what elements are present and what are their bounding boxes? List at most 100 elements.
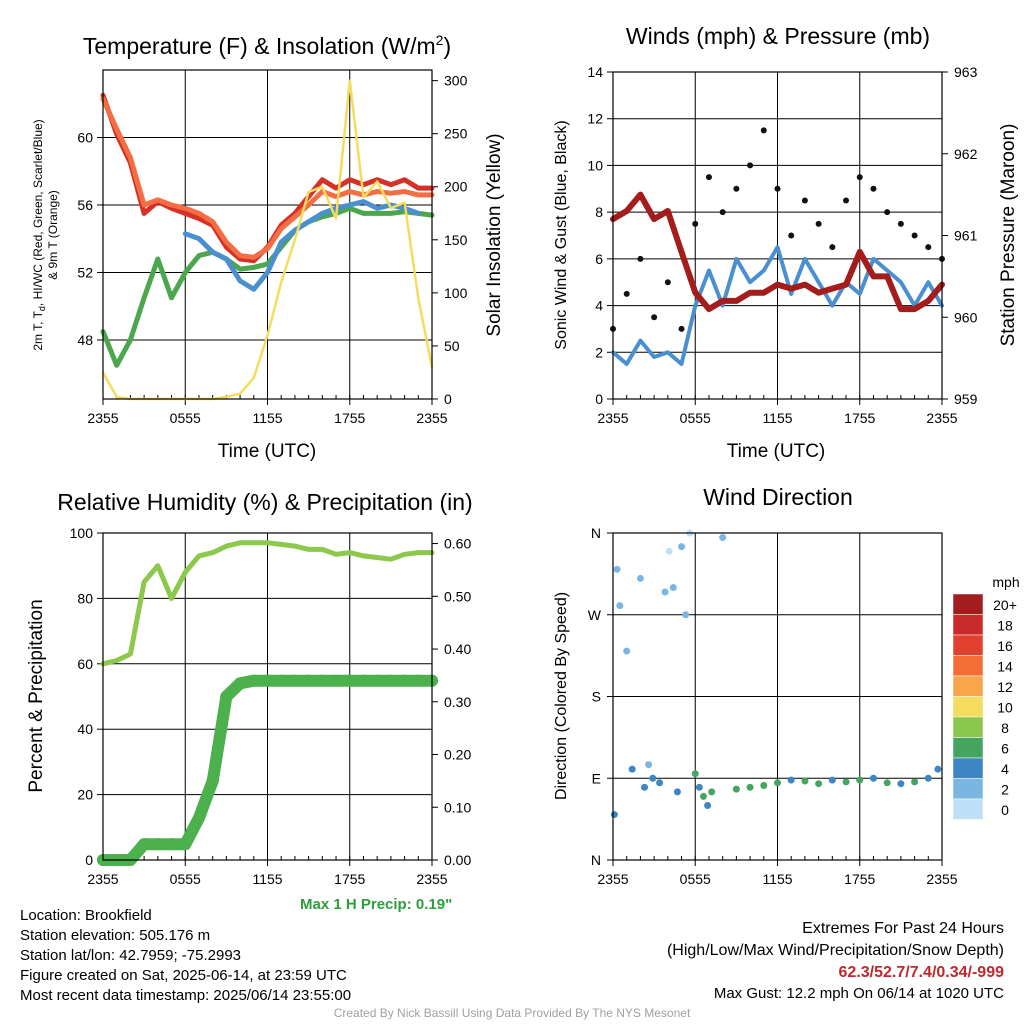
y-tick-label: 10 — [587, 157, 603, 173]
series-line-pressure — [610, 191, 945, 313]
colorbar-swatch — [952, 675, 984, 697]
x-tick-label: 2355 — [597, 410, 628, 426]
colorbar-label: 2 — [1001, 782, 1009, 798]
precip-point — [412, 674, 425, 687]
extremes-info: Extremes For Past 24 Hours (High/Low/Max… — [667, 918, 1004, 1004]
y2-tick-label: 0.00 — [444, 852, 471, 868]
max-gust: Max Gust: 12.2 mph On 06/14 at 1020 UTC — [713, 985, 1004, 1002]
direction-point — [828, 776, 836, 784]
y2-tick-label: 0.30 — [444, 694, 471, 710]
station-info: Location: Brookfield Station elevation: … — [20, 906, 351, 1006]
direction-point — [691, 770, 699, 778]
direction-point — [678, 543, 686, 551]
y-tick-label: 0 — [595, 391, 603, 407]
humidity-panel: Relative Humidity (%) & Precipitation (i… — [26, 489, 473, 887]
precip-point — [151, 838, 164, 851]
gust-point — [801, 197, 808, 204]
x-tick-label: 1755 — [334, 871, 365, 887]
y-tick-label: 6 — [595, 251, 603, 267]
wind-direction-plot-area: 2355 0555 1155 1755 2355 N W S E N — [588, 525, 958, 887]
x-tick-label: 1155 — [252, 410, 282, 426]
direction-point — [924, 774, 932, 782]
x-tick-label: 2355 — [597, 871, 628, 887]
y-tick-label: 40 — [77, 721, 93, 737]
direction-point — [760, 782, 768, 790]
direction-point — [897, 780, 905, 788]
gust-point — [843, 197, 850, 204]
precip-point — [138, 838, 151, 851]
direction-point — [911, 778, 919, 786]
station-latlon: Station lat/lon: 42.7959; -75.2993 — [20, 947, 242, 964]
winds-plot-area: 2355 0555 1155 1755 2355 0 2 4 6 8 10 12 14 959 960 961… — [587, 64, 977, 426]
x-tick-label: 2355 — [87, 410, 118, 426]
direction-point — [699, 792, 707, 800]
max-hourly-precip-note: Max 1 H Precip: 0.19" — [300, 896, 453, 913]
direction-point — [661, 588, 669, 596]
colorbar-label: 12 — [997, 679, 1013, 695]
gust-point — [637, 255, 644, 262]
direction-point — [665, 547, 673, 555]
colorbar-swatch — [952, 778, 984, 800]
x-tick-label: 0555 — [170, 410, 201, 426]
humidity-plot-area: 2355 0555 1155 1755 2355 0 20 40 60 80 100 0.00 0.10… — [70, 525, 472, 887]
colorbar-label: 0 — [1001, 802, 1009, 818]
direction-point — [649, 774, 657, 782]
y2-tick-label: 959 — [954, 391, 978, 407]
x-tick-label: 1155 — [762, 871, 792, 887]
speed-colorbar: 20+ 18 16 14 12 10 8 6 4 2 0 — [952, 593, 1017, 820]
station-elevation: Station elevation: 505.176 m — [20, 927, 211, 944]
wind-direction-title: Wind Direction — [703, 484, 853, 510]
winds-y-label: Sonic Wind & Gust (Blue, Black) — [553, 120, 570, 349]
y2-tick-label: 960 — [954, 309, 978, 325]
direction-point — [669, 584, 677, 591]
colorbar-swatch — [952, 614, 984, 636]
colorbar-label: 10 — [997, 700, 1013, 716]
gust-point — [623, 290, 630, 297]
x-tick-label: 1155 — [252, 871, 282, 887]
y2-tick-label: 250 — [444, 126, 468, 142]
series-line-temp_9m — [100, 96, 435, 260]
y-tick-label: 80 — [77, 590, 93, 606]
y-tick-label: 56 — [77, 197, 93, 213]
recent-timestamp: Most recent data timestamp: 2025/06/14 2… — [20, 987, 352, 1004]
direction-point — [883, 779, 891, 787]
direction-point — [869, 774, 877, 782]
gust-point — [733, 185, 740, 192]
direction-point — [719, 534, 727, 542]
precip-point — [288, 674, 301, 687]
y2-tick-label: 0.10 — [444, 799, 471, 815]
direction-point — [656, 779, 664, 787]
y-tick-label: S — [592, 689, 601, 705]
y2-tick-label: 963 — [954, 64, 978, 80]
precip-point — [398, 674, 411, 687]
winds-title: Winds (mph) & Pressure (mb) — [626, 23, 930, 49]
y2-tick-label: 0.50 — [444, 588, 471, 604]
direction-point — [856, 776, 864, 784]
x-tick-label: 1155 — [762, 410, 792, 426]
series-line-heat_index_wind_chill — [182, 199, 421, 292]
extremes-subtitle: (High/Low/Max Wind/Precipitation/Snow De… — [666, 942, 1004, 959]
y2-tick-label: 0.20 — [444, 747, 471, 763]
colorbar-swatch — [952, 798, 984, 820]
direction-point — [623, 647, 631, 655]
colorbar-swatch — [952, 716, 984, 738]
gust-point — [925, 244, 932, 251]
direction-point — [842, 778, 850, 786]
x-tick-label: 2355 — [926, 410, 957, 426]
direction-point — [610, 811, 618, 819]
pressure-y2-label: Station Pressure (Maroon) — [998, 124, 1019, 347]
precip-point — [192, 811, 205, 824]
y-tick-label: 100 — [70, 525, 94, 541]
x-tick-label: 0555 — [680, 871, 711, 887]
direction-point — [641, 783, 649, 791]
x-tick-label: 2355 — [926, 871, 957, 887]
colorbar-label: 14 — [997, 659, 1013, 675]
precip-point — [165, 838, 178, 851]
y2-tick-label: 150 — [444, 232, 468, 248]
direction-point — [787, 776, 795, 784]
y2-tick-label: 0.40 — [444, 641, 471, 657]
credit-line: Created By Nick Bassill Using Data Provi… — [333, 1006, 691, 1020]
gust-point — [692, 220, 699, 227]
y2-tick-label: 0 — [444, 391, 452, 407]
